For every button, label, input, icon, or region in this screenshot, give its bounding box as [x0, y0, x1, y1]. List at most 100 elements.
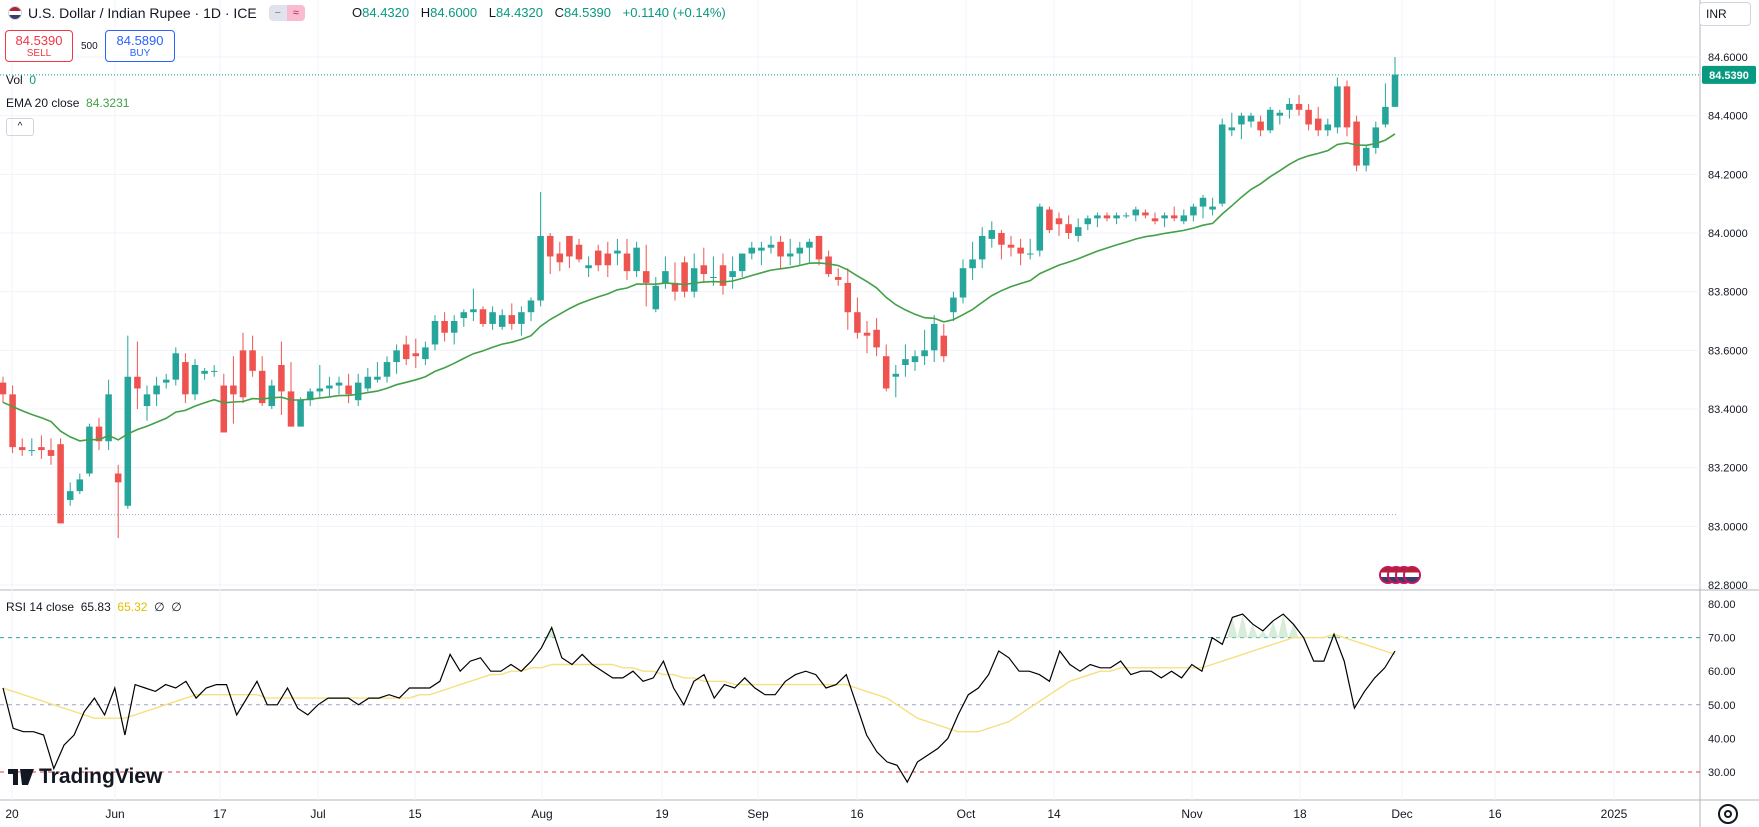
candle-body — [441, 321, 448, 333]
candle-body — [1180, 215, 1188, 222]
candle-body — [134, 376, 141, 389]
rsi-tick-label: 80.00 — [1708, 599, 1736, 611]
collapse-up-icon[interactable]: ^ — [6, 118, 34, 136]
candle-body — [38, 447, 45, 451]
candle-body — [527, 300, 535, 313]
close-value: 84.5390 — [564, 5, 612, 20]
time-tick-label: Aug — [531, 807, 552, 821]
candle-body — [1065, 224, 1072, 233]
ema-line — [2, 133, 1396, 442]
candle-body — [738, 253, 746, 272]
candle-body — [1295, 103, 1303, 110]
candle-body — [1257, 121, 1264, 131]
candle-body — [182, 362, 189, 395]
candle-body — [114, 473, 122, 483]
currency-selector[interactable]: INR — [1699, 2, 1751, 26]
tradingview-logo-icon — [8, 769, 34, 785]
candle-body — [998, 233, 1005, 245]
wave-icon[interactable]: ≈ — [286, 5, 305, 21]
candle-body — [1353, 121, 1360, 166]
time-tick-label: 18 — [1293, 807, 1307, 821]
candle-body — [220, 385, 228, 433]
candle-body — [575, 244, 583, 260]
candle-body — [57, 444, 64, 524]
candle-body — [9, 394, 16, 448]
candle-body — [815, 235, 823, 260]
candle-body — [623, 253, 631, 272]
candle-body — [844, 282, 852, 313]
candle-body — [604, 253, 612, 266]
candle-body — [1074, 227, 1082, 236]
candle-body — [162, 379, 170, 383]
price-tick-label: 82.8000 — [1708, 580, 1748, 592]
candle-body — [1094, 215, 1101, 219]
candle-body — [86, 426, 93, 474]
candle-body — [902, 359, 909, 365]
candle-body — [729, 271, 736, 277]
candle-body — [1036, 206, 1044, 251]
candle-body — [124, 376, 132, 506]
change-value: +0.1140 (+0.14%) — [622, 5, 726, 20]
candle-body — [383, 362, 391, 377]
time-tick-label: 19 — [655, 807, 669, 821]
candle-body — [364, 376, 372, 389]
events-flags[interactable] — [1379, 566, 1433, 586]
candle-body — [940, 335, 948, 357]
candle-body — [470, 309, 477, 313]
brand-name: TradingView — [39, 765, 163, 788]
candle-body — [594, 250, 602, 266]
candle-body — [239, 350, 247, 398]
candle-body — [153, 385, 160, 395]
candle-body — [537, 235, 544, 301]
candle-body — [1372, 127, 1380, 148]
candle-body — [450, 321, 458, 333]
time-tick-label: 17 — [213, 807, 227, 821]
gear-icon[interactable] — [1718, 804, 1738, 824]
buy-button[interactable]: 84.5890 BUY — [105, 30, 175, 62]
candle-body — [1247, 115, 1255, 122]
quantity-value[interactable]: 500 — [81, 41, 98, 52]
indicator-pill[interactable]: − ≈ — [268, 5, 305, 21]
candle-body — [1170, 215, 1178, 219]
time-tick-label: 20 — [5, 807, 19, 821]
rsi-legend[interactable]: RSI 14 close 65.83 65.32 ∅ ∅ — [6, 600, 182, 614]
candle-body — [460, 312, 468, 319]
sell-button[interactable]: 84.5390 SELL — [5, 30, 73, 62]
flag-us-icon — [8, 6, 22, 20]
candle-body — [1218, 124, 1226, 204]
candle-body — [316, 388, 324, 392]
time-tick-label: Nov — [1181, 807, 1202, 821]
candle-body — [0, 382, 7, 395]
volume-legend[interactable]: Vol 0 — [6, 73, 37, 87]
candle-body — [892, 373, 900, 377]
candle-body — [287, 391, 295, 427]
candle-body — [834, 277, 842, 280]
ema-value: 84.3231 — [86, 96, 130, 110]
minus-icon[interactable]: − — [268, 5, 287, 21]
candle-body — [172, 353, 180, 380]
rsi-tick-label: 40.00 — [1708, 733, 1736, 745]
candle-body — [863, 332, 871, 336]
time-tick-label: 14 — [1047, 807, 1061, 821]
price-tick-label: 83.8000 — [1708, 287, 1748, 299]
price-tick-label: 83.0000 — [1708, 521, 1748, 533]
tradingview-logo[interactable]: TradingView — [8, 765, 162, 789]
time-tick-label: Sep — [747, 807, 769, 821]
price-tick-label: 84.2000 — [1708, 169, 1748, 181]
candle-body — [422, 347, 429, 360]
time-tick-label: 2025 — [1601, 807, 1628, 821]
high-value: 84.6000 — [430, 5, 478, 20]
candle-body — [748, 247, 756, 254]
candle-body — [1382, 106, 1389, 125]
candle-body — [633, 247, 640, 272]
candle-body — [335, 382, 343, 386]
ema-legend[interactable]: EMA 20 close 84.3231 — [6, 96, 130, 110]
candle-body — [921, 350, 928, 357]
candle-body — [546, 235, 554, 257]
flag-us-icon[interactable] — [1403, 566, 1421, 584]
rsi-tick-label: 60.00 — [1708, 666, 1736, 678]
price-tick-label: 83.6000 — [1708, 345, 1748, 357]
candle-body — [518, 312, 525, 324]
candle-body — [671, 282, 679, 292]
